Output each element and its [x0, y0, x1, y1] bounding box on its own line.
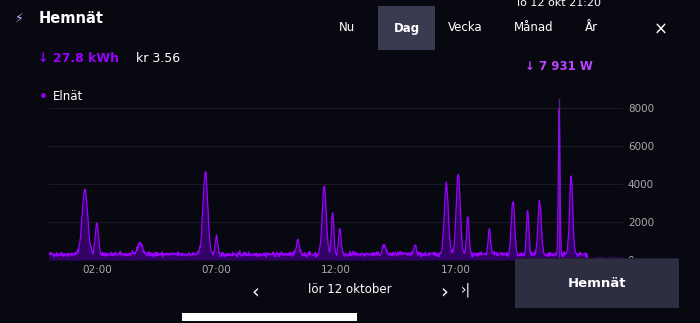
Text: ↓ 27.8 kWh: ↓ 27.8 kWh: [38, 52, 124, 65]
Text: lö 12 okt 21:20: lö 12 okt 21:20: [517, 0, 601, 8]
Text: ‹: ‹: [251, 283, 260, 302]
Text: ×: ×: [654, 21, 668, 39]
Text: År: År: [585, 21, 598, 34]
FancyBboxPatch shape: [374, 5, 439, 51]
Text: ›|: ›|: [461, 283, 470, 297]
Text: Elnät: Elnät: [52, 90, 83, 103]
Text: Dag: Dag: [393, 22, 420, 35]
Text: Hemnät: Hemnät: [38, 11, 104, 26]
Text: Månad: Månad: [514, 21, 553, 34]
Text: kr 3.56: kr 3.56: [136, 52, 181, 65]
Text: lör 12 oktober: lör 12 oktober: [308, 283, 392, 296]
Text: •: •: [38, 90, 48, 105]
Text: ›: ›: [440, 283, 449, 302]
FancyBboxPatch shape: [506, 258, 687, 308]
Text: ↓ 7 931 W: ↓ 7 931 W: [525, 60, 593, 73]
Text: Vecka: Vecka: [448, 21, 483, 34]
Text: Hemnät: Hemnät: [568, 277, 626, 290]
Text: Nu: Nu: [338, 21, 355, 34]
Text: ⚡: ⚡: [15, 11, 24, 24]
